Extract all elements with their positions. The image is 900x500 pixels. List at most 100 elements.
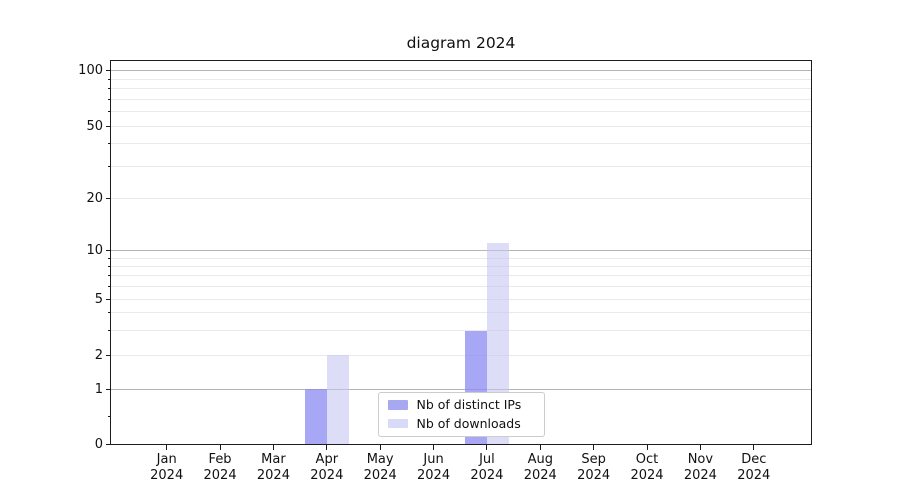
gridline-major: [111, 250, 811, 252]
y-tick: [105, 197, 110, 199]
x-tick-label-month: Jul: [479, 451, 495, 467]
y-minor-tick: [107, 165, 110, 167]
x-tick-label-year: 2024: [630, 468, 664, 483]
x-tick-label: Oct 2024: [617, 452, 677, 485]
x-tick-label-year: 2024: [577, 468, 611, 483]
x-tick-label-month: Oct: [635, 451, 659, 467]
gridline-minor: [111, 78, 811, 80]
gridline-minor: [111, 286, 811, 288]
y-minor-tick: [107, 78, 110, 80]
x-tick-label-year: 2024: [417, 468, 451, 483]
legend-swatch-downloads: [387, 418, 408, 429]
x-tick-label-year: 2024: [203, 468, 237, 483]
x-tick: [326, 445, 328, 450]
gridline-minor: [111, 143, 811, 145]
x-tick: [753, 445, 755, 450]
bar-nb-of-distinct-ips-apr: [304, 389, 327, 444]
x-tick: [379, 445, 381, 450]
x-tick-label: Jul 2024: [457, 452, 517, 485]
x-tick: [166, 445, 168, 450]
y-tick-label: 10: [86, 243, 103, 259]
y-tick: [105, 443, 110, 445]
x-tick: [646, 445, 648, 450]
x-tick-label-year: 2024: [683, 468, 717, 483]
x-tick-label: Apr 2024: [297, 452, 357, 485]
gridline-minor: [111, 275, 811, 277]
gridline-minor: [111, 257, 811, 259]
gridline-minor: [111, 110, 811, 112]
y-minor-tick: [107, 143, 110, 145]
legend-label-downloads: Nb of downloads: [416, 415, 521, 431]
x-tick-label-year: 2024: [470, 468, 504, 483]
x-tick: [539, 445, 541, 450]
y-minor-tick: [107, 110, 110, 112]
y-minor-tick: [107, 275, 110, 277]
x-tick: [486, 445, 488, 450]
y-minor-tick: [107, 330, 110, 332]
x-tick-label-month: Nov: [687, 451, 714, 467]
x-tick-label-month: Aug: [527, 451, 553, 467]
x-tick-label-month: Mar: [261, 451, 286, 467]
x-tick: [699, 445, 701, 450]
x-tick-label-month: Sep: [581, 451, 606, 467]
x-tick: [433, 445, 435, 450]
x-tick-label: Mar 2024: [243, 452, 303, 485]
gridline-minor: [111, 312, 811, 314]
y-tick: [105, 298, 110, 300]
y-minor-tick: [107, 286, 110, 288]
y-minor-tick: [107, 257, 110, 259]
y-tick-label: 0: [94, 436, 103, 452]
legend-label-distinct-ips: Nb of distinct IPs: [416, 397, 522, 412]
gridline-minor: [111, 165, 811, 167]
gridline-minor: [111, 330, 811, 332]
y-tick-label: 5: [94, 291, 103, 307]
gridline-major: [111, 70, 811, 72]
x-tick-label-month: Feb: [208, 451, 232, 467]
y-minor-tick: [107, 416, 110, 418]
x-tick-label: May 2024: [350, 452, 410, 485]
x-tick-label: Dec 2024: [724, 452, 784, 485]
y-tick-label: 20: [86, 190, 103, 206]
y-tick: [105, 125, 110, 127]
y-tick: [105, 250, 110, 252]
y-tick-label: 50: [86, 118, 103, 134]
legend-item-downloads: Nb of downloads: [387, 415, 535, 431]
x-tick-label-year: 2024: [737, 468, 771, 483]
y-tick: [105, 70, 110, 72]
x-tick-label-month: May: [366, 451, 394, 467]
x-tick-label-year: 2024: [150, 468, 184, 483]
gridline-minor: [111, 354, 811, 356]
x-tick-label: Sep 2024: [564, 452, 624, 485]
x-tick-label-month: Apr: [315, 451, 339, 467]
x-tick-label: Aug 2024: [510, 452, 570, 485]
y-minor-tick: [107, 265, 110, 267]
y-tick: [105, 388, 110, 390]
x-tick-label-year: 2024: [523, 468, 557, 483]
bar-nb-of-downloads-apr: [326, 355, 349, 444]
y-minor-tick: [107, 88, 110, 89]
x-tick: [593, 445, 595, 450]
legend-swatch-distinct-ips: [387, 400, 408, 410]
y-minor-tick: [107, 98, 110, 100]
legend-item-distinct-ips: Nb of distinct IPs: [387, 397, 535, 412]
y-tick-label: 1: [94, 381, 103, 397]
gridline-minor: [111, 197, 811, 199]
x-tick-label-month: Jun: [423, 451, 444, 467]
x-tick-label-month: Jan: [156, 451, 177, 467]
chart-title: diagram 2024: [406, 34, 516, 52]
x-tick: [219, 445, 221, 450]
x-tick-label-year: 2024: [363, 468, 397, 483]
gridline-minor: [111, 265, 811, 267]
x-tick-label-month: Dec: [741, 451, 767, 467]
x-tick-label: Nov 2024: [670, 452, 730, 485]
y-tick-label: 100: [78, 63, 103, 79]
gridline-minor: [111, 98, 811, 100]
x-tick-label: Jan 2024: [137, 452, 197, 485]
gridline-minor: [111, 125, 811, 127]
legend: Nb of distinct IPs Nb of downloads: [377, 391, 545, 437]
gridline-minor: [111, 88, 811, 89]
gridline-major: [111, 388, 811, 390]
